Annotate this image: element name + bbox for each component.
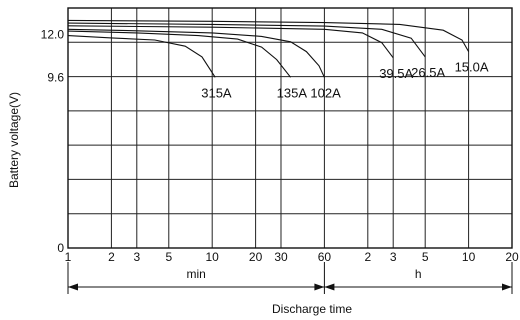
x-tick-label: 5 xyxy=(165,250,172,264)
x-tick-label: 1 xyxy=(65,250,72,264)
y-tick-label: 0 xyxy=(57,241,64,255)
x-tick-label: 2 xyxy=(364,250,371,264)
x-tick-label: 3 xyxy=(390,250,397,264)
series-label: 135A xyxy=(277,85,308,100)
y-axis-title: Battery voltage(V) xyxy=(7,92,21,188)
y-tick-label: 9.6 xyxy=(47,70,64,84)
x-tick-label: 5 xyxy=(422,250,429,264)
tick-labels: 1 2 3 5 10 20 30 60 2 3 5 10 20 0 9.6 12.0 xyxy=(41,28,519,264)
grid xyxy=(67,7,513,249)
series-curves xyxy=(67,19,470,78)
series-label: 15.0A xyxy=(455,60,489,75)
series-curve-135A xyxy=(67,30,292,78)
series-label: 315A xyxy=(201,85,232,100)
arrow-right-h xyxy=(502,283,512,291)
x-tick-label: 3 xyxy=(133,250,140,264)
x-axis-title: Discharge time xyxy=(272,302,352,316)
x-tick-label: 20 xyxy=(249,250,263,264)
arrow-left-h xyxy=(324,283,335,291)
x-tick-label: 60 xyxy=(318,250,332,264)
series-curve-15.0A xyxy=(67,19,470,52)
x-tick-label: 20 xyxy=(505,250,519,264)
series-curve-315A xyxy=(67,35,216,78)
series-curve-39.5A xyxy=(67,25,394,59)
series-label: 39.5A xyxy=(379,66,413,81)
x-tick-label: 10 xyxy=(462,250,476,264)
plot-frame xyxy=(67,7,513,249)
series-curve-26.5A xyxy=(67,22,426,58)
x-tick-label: 10 xyxy=(206,250,220,264)
unit-label-min: min xyxy=(187,267,206,281)
series-label: 102A xyxy=(310,85,341,100)
arrow-right-min xyxy=(314,283,325,291)
series-curve-102A xyxy=(67,28,325,78)
unit-bracket: min h xyxy=(67,262,513,294)
x-tick-label: 2 xyxy=(108,250,115,264)
x-tick-label: 30 xyxy=(274,250,288,264)
y-tick-label: 12.0 xyxy=(41,28,65,42)
arrow-left-min xyxy=(68,283,78,291)
series-label: 26.5A xyxy=(411,65,445,80)
unit-label-h: h xyxy=(415,267,422,281)
